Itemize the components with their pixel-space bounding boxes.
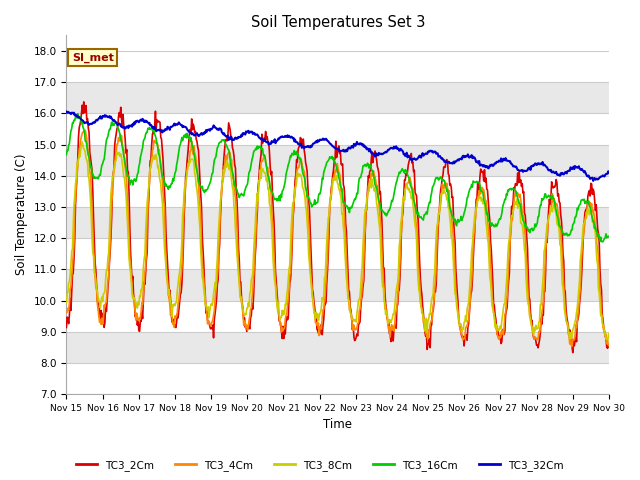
Text: SI_met: SI_met bbox=[72, 52, 114, 63]
Bar bbox=[67, 82, 609, 113]
Bar bbox=[67, 144, 609, 176]
Y-axis label: Soil Temperature (C): Soil Temperature (C) bbox=[15, 154, 28, 276]
Bar bbox=[67, 207, 609, 238]
X-axis label: Time: Time bbox=[323, 419, 352, 432]
Bar bbox=[67, 269, 609, 300]
Bar bbox=[67, 332, 609, 363]
Legend: TC3_2Cm, TC3_4Cm, TC3_8Cm, TC3_16Cm, TC3_32Cm: TC3_2Cm, TC3_4Cm, TC3_8Cm, TC3_16Cm, TC3… bbox=[72, 456, 568, 475]
Title: Soil Temperatures Set 3: Soil Temperatures Set 3 bbox=[250, 15, 425, 30]
